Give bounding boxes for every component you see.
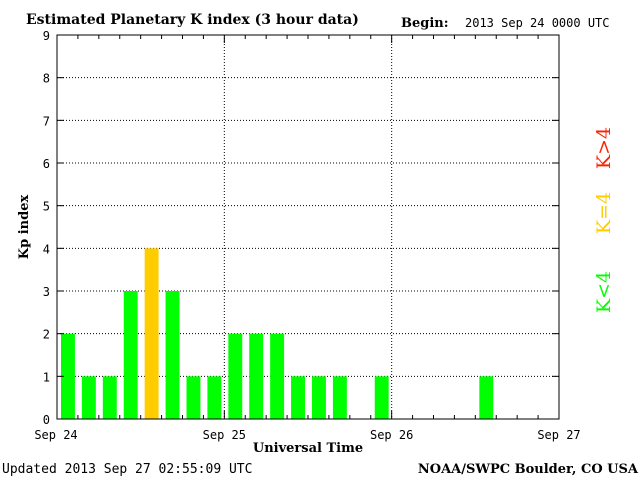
legend-entry: K>4 <box>593 127 615 169</box>
x-axis-title: Universal Time <box>253 441 363 456</box>
kp-bar <box>186 376 201 419</box>
kp-bar <box>291 376 305 419</box>
legend: K<4 K=4 K>4 <box>593 127 615 313</box>
kp-bar <box>165 291 180 419</box>
y-tick-label: 3 <box>43 285 50 299</box>
y-tick-label: 8 <box>43 72 50 86</box>
x-axis-ticks: Sep 24 Sep 25 Sep 26 Sep 27 <box>34 35 581 442</box>
kp-bar <box>61 333 75 419</box>
y-tick-label: 9 <box>43 29 50 43</box>
grid-lines <box>57 35 559 419</box>
kp-bar <box>144 248 159 419</box>
y-tick-label: 0 <box>43 413 50 427</box>
updated-timestamp: Updated 2013 Sep 27 02:55:09 UTC <box>2 462 252 477</box>
chart-title: Estimated Planetary K index (3 hour data… <box>26 12 359 28</box>
kp-bar <box>479 376 494 419</box>
y-axis-ticks: 0 1 2 3 4 5 6 7 8 9 <box>43 29 559 427</box>
kp-bar <box>312 376 326 419</box>
kp-bar <box>123 291 138 419</box>
kp-bar <box>270 333 285 419</box>
y-tick-label: 1 <box>43 370 50 384</box>
x-tick-label: Sep 25 <box>203 428 246 442</box>
y-tick-label: 2 <box>43 328 50 342</box>
y-tick-label: 6 <box>43 157 50 171</box>
y-tick-label: 5 <box>43 200 50 214</box>
kp-bar <box>81 376 96 419</box>
kp-bar <box>228 333 243 419</box>
bars <box>61 248 494 419</box>
legend-entry: K<4 <box>593 271 615 313</box>
begin-value: 2013 Sep 24 0000 UTC <box>465 16 610 30</box>
kp-bar <box>102 376 117 419</box>
source-credit: NOAA/SWPC Boulder, CO USA <box>418 462 639 477</box>
legend-entry: K=4 <box>593 192 615 234</box>
kp-bar <box>332 376 347 419</box>
y-tick-label: 4 <box>43 242 50 256</box>
y-axis-title: Kp index <box>17 195 32 260</box>
kp-bar <box>207 376 222 419</box>
kp-bar <box>374 376 389 419</box>
x-tick-label: Sep 27 <box>537 428 580 442</box>
x-tick-label: Sep 26 <box>370 428 413 442</box>
begin-label: Begin: <box>401 16 449 31</box>
kp-bar <box>249 333 264 419</box>
x-tick-label: Sep 24 <box>34 428 77 442</box>
y-tick-label: 7 <box>43 114 50 128</box>
